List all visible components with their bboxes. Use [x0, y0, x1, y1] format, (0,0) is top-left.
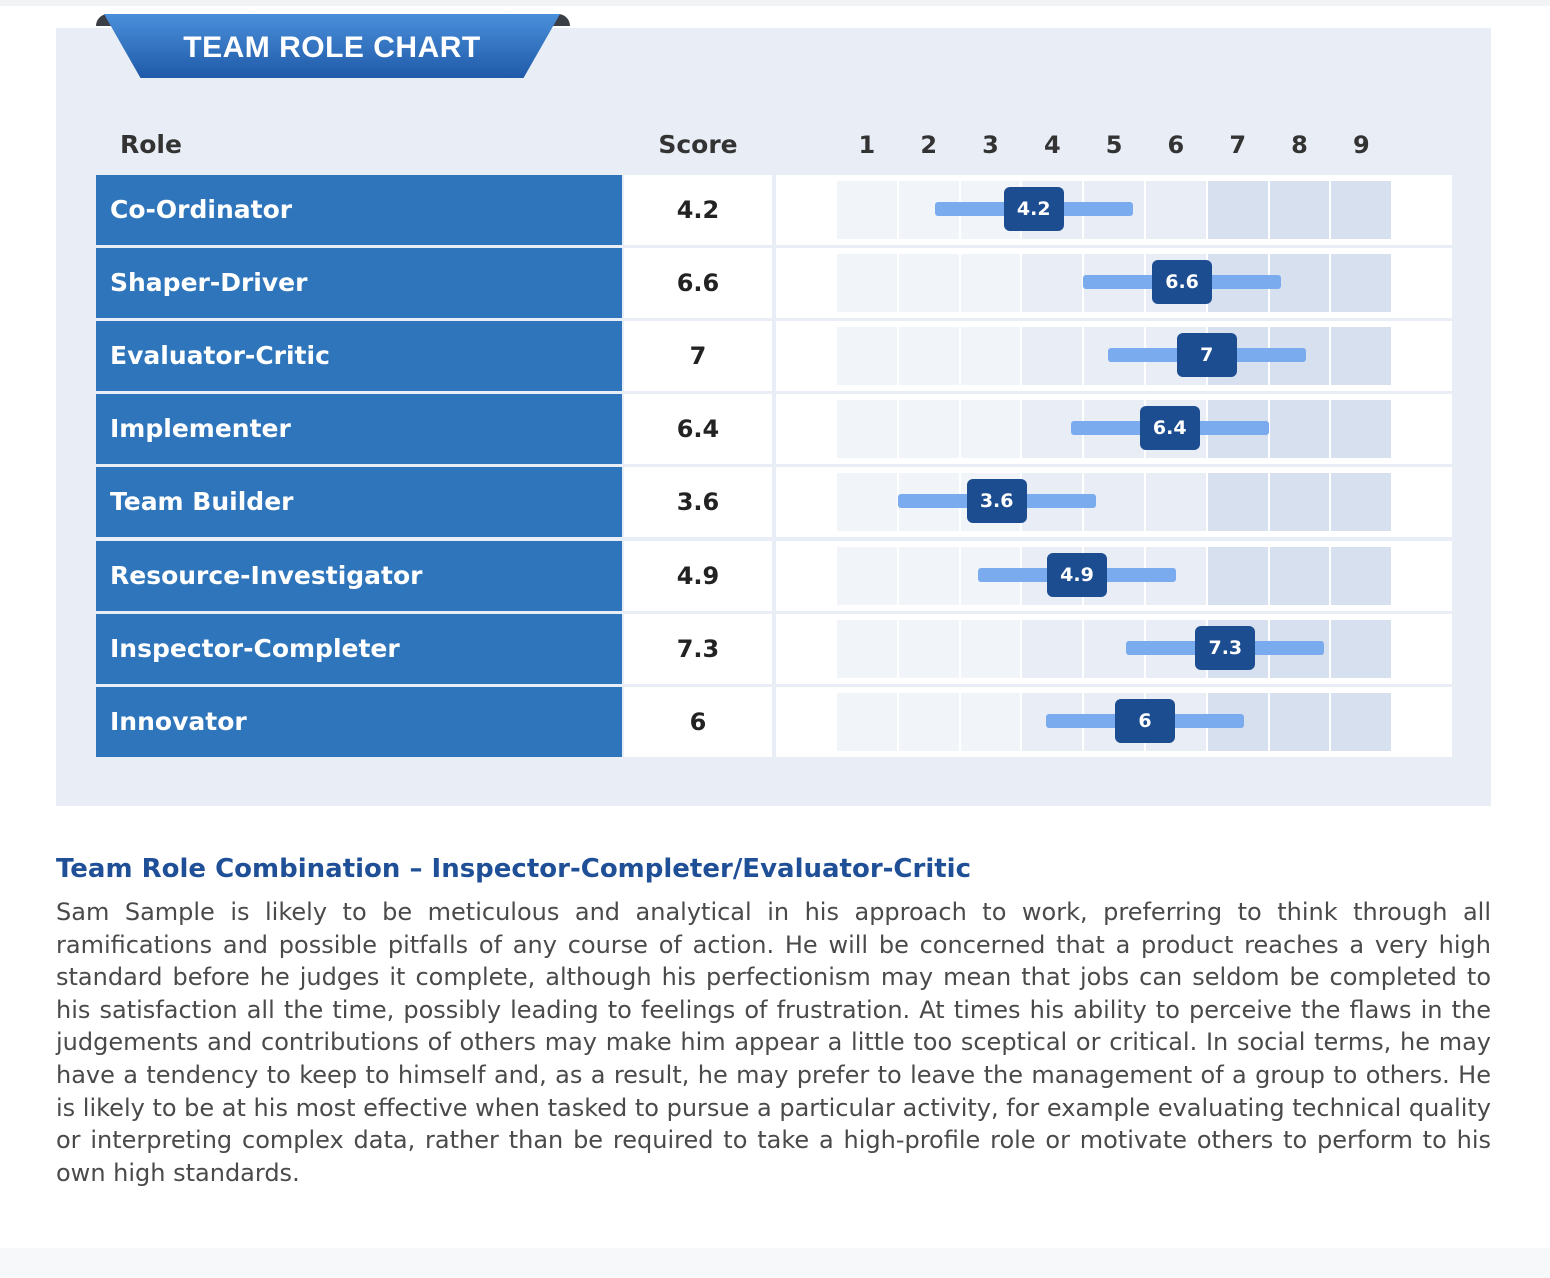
scale-cell — [1331, 546, 1392, 605]
scale-cell — [1331, 692, 1392, 751]
score-track: 6.4 — [776, 394, 1452, 465]
scale-cell — [1022, 619, 1083, 678]
scale-cell — [1269, 692, 1330, 751]
scale-cell — [837, 254, 897, 313]
role-row: Innovator 6 6 — [96, 686, 1452, 757]
role-name: Resource-Investigator — [96, 540, 622, 611]
combination-heading: Team Role Combination – Inspector-Comple… — [56, 854, 972, 884]
scale-tick-label: 8 — [1291, 131, 1308, 159]
score-marker: 6.6 — [1152, 260, 1213, 305]
scale-cell — [837, 181, 897, 239]
scale-cell — [1331, 400, 1392, 459]
scale-cell — [837, 473, 897, 532]
role-score: 7.3 — [624, 613, 772, 684]
score-track: 7.3 — [776, 613, 1452, 684]
scale-cell — [1331, 254, 1392, 313]
scale-cell — [1207, 181, 1268, 239]
scale-tick-label: 5 — [1105, 131, 1123, 159]
scale-cell — [960, 692, 1021, 751]
role-score: 6 — [624, 686, 772, 757]
scale-tick-label: 3 — [982, 131, 999, 159]
score-track: 6 — [776, 686, 1452, 757]
score-track: 4.9 — [776, 540, 1452, 611]
scale-cell — [898, 400, 959, 459]
scale-cell — [960, 254, 1021, 313]
scale-cell — [837, 546, 897, 605]
role-score: 7 — [624, 321, 772, 392]
scale-tick-label: 1 — [858, 131, 876, 159]
score-track: 4.2 — [776, 175, 1452, 245]
role-score: 4.9 — [624, 540, 772, 611]
score-marker: 7 — [1176, 333, 1237, 378]
role-name: Innovator — [96, 686, 622, 757]
scale-cell — [1207, 546, 1268, 605]
role-name: Co-Ordinator — [96, 175, 622, 245]
role-row: Evaluator-Critic 7 7 — [96, 321, 1452, 392]
role-row: Resource-Investigator 4.9 4.9 — [96, 540, 1452, 611]
role-score: 3.6 — [624, 467, 772, 538]
scale-cell — [1331, 327, 1392, 386]
score-marker: 3.6 — [966, 479, 1027, 524]
scale-cell — [1207, 473, 1268, 532]
scale-cell — [898, 327, 959, 386]
scale-cell — [1146, 181, 1206, 239]
role-score: 4.2 — [624, 175, 772, 245]
scale-cell — [1022, 254, 1083, 313]
score-marker: 6.4 — [1139, 406, 1200, 451]
score-track: 7 — [776, 321, 1452, 392]
role-column-header: Role — [120, 130, 182, 159]
scale-cell — [1269, 473, 1330, 532]
role-row: Co-Ordinator 4.2 4.2 — [96, 175, 1452, 245]
role-row: Shaper-Driver 6.6 6.6 — [96, 248, 1452, 319]
page-top-strip — [0, 0, 1550, 6]
scale-cell — [1331, 619, 1392, 678]
scale-cell — [898, 692, 959, 751]
scale-cell — [960, 619, 1021, 678]
scale-cell — [1269, 546, 1330, 605]
scale-cell — [1269, 400, 1330, 459]
score-track: 6.6 — [776, 248, 1452, 319]
role-name: Team Builder — [96, 467, 622, 538]
score-marker: 4.2 — [1003, 187, 1064, 231]
score-marker: 6 — [1115, 698, 1175, 743]
role-name: Evaluator-Critic — [96, 321, 622, 392]
scale-tick-label: 7 — [1229, 131, 1247, 159]
scale-cell — [1269, 181, 1330, 239]
role-name: Implementer — [96, 394, 622, 465]
title-ribbon — [104, 14, 560, 78]
chart-title: TEAM ROLE CHART — [183, 31, 481, 64]
scale-cell — [1022, 327, 1083, 386]
scale-tick-label: 4 — [1043, 131, 1061, 159]
scale-cell — [837, 327, 897, 386]
scale-cell — [898, 254, 959, 313]
role-name: Shaper-Driver — [96, 248, 622, 319]
scale-cell — [837, 400, 897, 459]
score-track: 3.6 — [776, 467, 1452, 538]
scale-tick-label: 2 — [920, 131, 938, 159]
scale-cell — [1331, 473, 1392, 532]
score-marker: 7.3 — [1195, 625, 1256, 670]
score-marker: 4.9 — [1047, 552, 1108, 597]
role-score: 6.6 — [624, 248, 772, 319]
scale-tick-label: 6 — [1167, 131, 1185, 159]
scale-cell — [837, 692, 897, 751]
role-row: Inspector-Completer 7.3 7.3 — [96, 613, 1452, 684]
role-name: Inspector-Completer — [96, 613, 622, 684]
scale-cell — [960, 327, 1021, 386]
page-bottom-strip — [0, 1248, 1550, 1278]
scale-tick-label: 9 — [1352, 131, 1370, 159]
scale-cell — [837, 619, 897, 678]
scale-cell — [1331, 181, 1392, 239]
combination-description: Sam Sample is likely to be meticulous an… — [56, 898, 1491, 1187]
score-column-header: Score — [658, 130, 738, 159]
role-row: Implementer 6.4 6.4 — [96, 394, 1452, 465]
role-score: 6.4 — [624, 394, 772, 465]
scale-cell — [898, 619, 959, 678]
scale-cell — [1146, 473, 1206, 532]
role-row: Team Builder 3.6 3.6 — [96, 467, 1452, 538]
scale-cell — [898, 546, 959, 605]
scale-cell — [960, 400, 1021, 459]
